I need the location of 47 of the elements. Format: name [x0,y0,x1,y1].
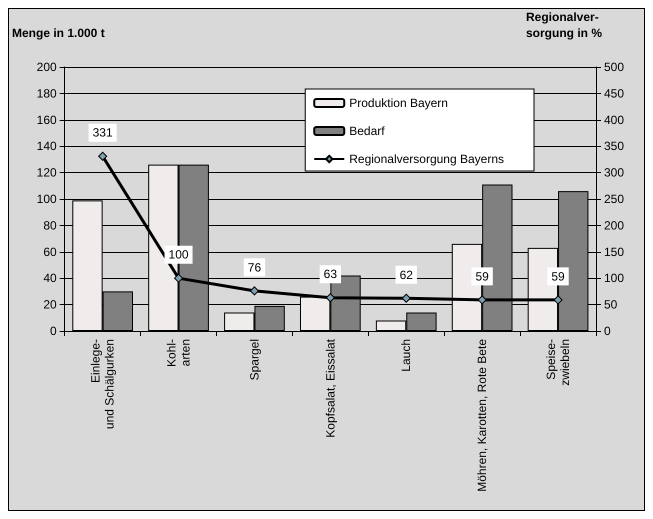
y-tick-label: 100 [36,192,58,206]
y-tick-label: 200 [36,60,58,74]
y-tick-label: 60 [43,244,58,259]
legend-label: Bedarf [349,124,386,138]
y2-axis-title: Regionalver- sorgung in % [526,10,602,40]
data-label: 76 [248,260,262,274]
legend-label: Produktion Bayern [349,96,448,110]
y-tick-label: 140 [36,139,58,154]
x-tick-label: Kopfsalat, Eissalat [323,338,338,438]
point [326,293,335,302]
point [250,286,259,296]
y2-tick-label: 400 [604,112,624,127]
y-tick-label: 120 [36,166,58,180]
y2-tick-label: 150 [604,244,624,259]
x-tick-label: Spargel [247,339,262,380]
y2-tick-label: 350 [604,139,624,154]
y2-tick-label: 450 [604,86,624,100]
data-label: 59 [551,269,566,284]
y-tick-label: 80 [43,218,58,232]
data-label: 63 [324,267,338,282]
data-label: 331 [92,126,113,140]
y2-tick-label: 200 [604,218,624,232]
y-tick-label: 160 [36,112,58,127]
point [402,294,411,303]
point [98,152,108,161]
y-tick-label: 0 [50,324,58,338]
point [554,295,563,304]
x-tick-label: Speise- zwiebeln [544,338,572,386]
y2-tick-label: 50 [604,298,618,312]
x-tick-label: Möhren, Karotten, Rote Bete [475,338,490,492]
y2-tick-label: 100 [604,271,624,286]
y-tick-label: 40 [43,271,58,286]
data-label: 100 [168,248,189,262]
y2-tick-label: 300 [604,166,624,180]
data-label: 62 [400,268,414,282]
x-tick-label: Kohl- arten [164,339,193,368]
x-tick-label: Einlege- und Schälgurken [88,339,117,430]
y2-tick-label: 500 [604,60,624,74]
x-tick-label: Lauch [399,339,414,372]
y2-tick-label: 0 [604,324,611,338]
y-axis-title: Menge in 1.000 t [12,26,105,40]
y2-tick-label: 250 [604,192,624,206]
point [174,274,184,283]
y-tick-label: 20 [43,298,58,312]
data-label: 59 [475,269,490,284]
legend-label: Regionalversorgung Bayerns [349,152,504,166]
y-tick-label: 180 [36,86,58,100]
